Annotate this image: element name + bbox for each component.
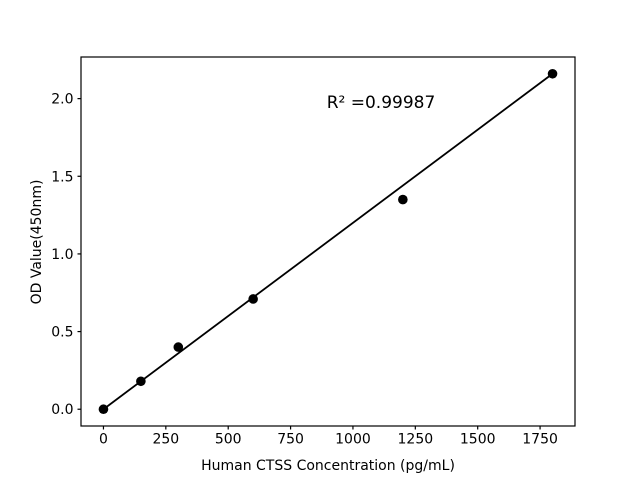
- fit-line: [102, 73, 554, 410]
- data-point: [248, 294, 258, 304]
- y-tick-label: 0.5: [51, 325, 73, 341]
- x-tick-label: 1500: [460, 432, 496, 448]
- x-tick-label: 1250: [398, 432, 434, 448]
- y-tick-label: 0.0: [51, 402, 73, 418]
- data-point: [173, 342, 184, 352]
- data-point: [547, 68, 558, 79]
- data-point: [136, 376, 146, 387]
- x-tick-label: 1750: [522, 432, 558, 448]
- y-axis-label: OD Value(450nm): [29, 180, 45, 305]
- plot-layer: 0 250 500 750 1000 1250 1500 1750 0.0 0.5 1.0 1.5 2.…: [51, 56, 576, 448]
- x-tick-label: 750: [277, 432, 304, 448]
- y-tick-label: 2.0: [51, 92, 73, 108]
- x-axis-label: Human CTSS Concentration (pg/mL): [201, 458, 455, 474]
- r-squared-annotation: R² =0.99987: [327, 93, 436, 113]
- data-point: [98, 404, 109, 415]
- x-tick-label: 250: [152, 432, 179, 448]
- x-tick-label: 0: [99, 432, 108, 448]
- plot-frame: [80, 56, 576, 427]
- x-tick-label: 1000: [335, 432, 371, 448]
- x-tick-label: 500: [215, 432, 242, 448]
- data-point: [398, 194, 408, 205]
- y-tick-label: 1.0: [51, 247, 73, 263]
- y-tick-label: 1.5: [51, 169, 73, 185]
